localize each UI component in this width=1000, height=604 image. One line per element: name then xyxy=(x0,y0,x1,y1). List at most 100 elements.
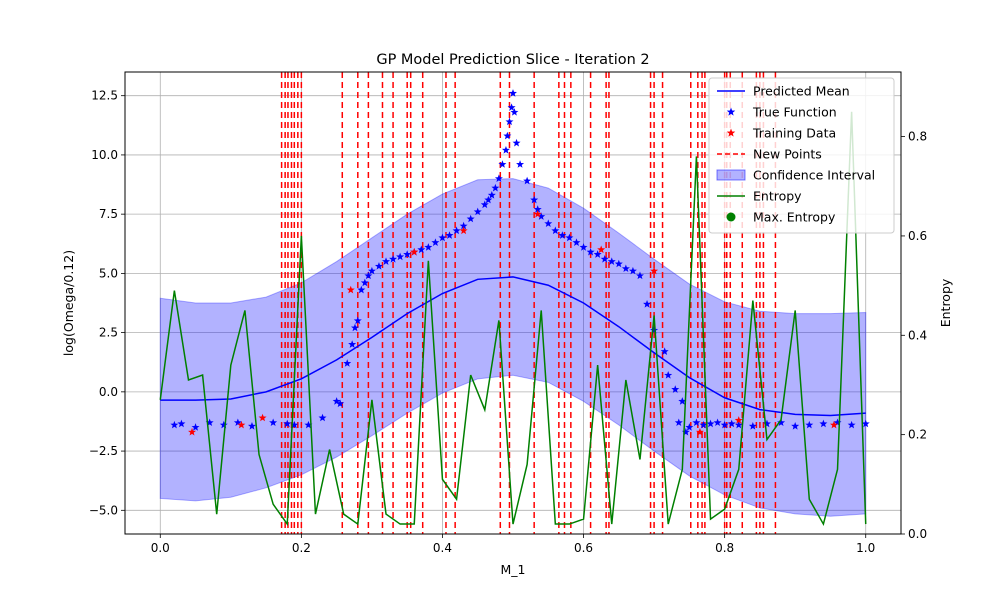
legend-label: Entropy xyxy=(753,189,802,204)
true-function-point xyxy=(533,205,542,213)
true-function-point xyxy=(586,247,595,256)
true-function-point xyxy=(819,419,828,428)
y2-tick-label: 0.8 xyxy=(908,130,927,144)
true-function-point xyxy=(501,145,510,154)
true-function-point xyxy=(396,252,405,261)
true-function-point xyxy=(177,419,186,428)
true-function-point xyxy=(692,418,701,427)
training-data-point xyxy=(410,247,419,256)
true-function-point xyxy=(544,219,553,228)
legend: Predicted Mean True Function Training Data… xyxy=(708,77,895,234)
y2-axis-ticks: 0.0 0.2 0.4 0.6 0.8 xyxy=(901,130,927,541)
true-function-point xyxy=(498,160,507,168)
predicted-mean-path xyxy=(160,276,866,417)
true-function-point xyxy=(791,422,800,430)
true-function-point xyxy=(466,214,475,223)
true-function-point xyxy=(628,266,637,275)
true-function-point xyxy=(509,89,517,97)
true-function-point xyxy=(530,195,539,204)
legend-label: New Points xyxy=(753,147,822,162)
true-function-point xyxy=(491,183,500,192)
true-function-point xyxy=(847,420,856,429)
true-function-point xyxy=(510,108,519,116)
true-function-point xyxy=(336,399,345,408)
true-function-point xyxy=(487,191,496,199)
x-tick-label: 0.4 xyxy=(433,541,452,555)
true-function-point xyxy=(512,138,521,147)
true-function-point xyxy=(374,262,383,270)
true-function-point xyxy=(438,233,447,242)
training-data-markers xyxy=(188,209,838,436)
true-function-point xyxy=(247,422,256,430)
true-function-point xyxy=(748,422,757,430)
true-function-point xyxy=(503,131,512,140)
true-function-markers xyxy=(170,89,870,436)
true-function-point xyxy=(660,347,669,355)
training-data-point xyxy=(734,416,743,424)
y-axis-label: log(Omega/0.12) xyxy=(61,250,76,356)
x-tick-label: 0.2 xyxy=(292,541,311,555)
true-function-point xyxy=(452,226,461,235)
training-data-point xyxy=(829,420,838,429)
true-function-point xyxy=(593,250,602,258)
legend-swatch-training xyxy=(726,128,736,137)
true-function-point xyxy=(431,238,440,246)
legend-label: True Function xyxy=(752,105,837,120)
predicted-mean-line xyxy=(160,276,866,417)
true-function-point xyxy=(507,103,516,111)
true-function-point xyxy=(762,419,771,428)
true-function-point xyxy=(614,259,623,268)
true-function-point xyxy=(861,419,870,428)
true-function-point xyxy=(678,397,687,405)
true-function-point xyxy=(671,385,680,393)
y2-tick-label: 0.4 xyxy=(908,328,927,342)
true-function-point xyxy=(290,420,299,429)
legend-label: Confidence Interval xyxy=(753,168,875,183)
true-function-point xyxy=(348,340,357,348)
true-function-point xyxy=(706,419,715,428)
true-function-point xyxy=(579,243,588,251)
true-function-point xyxy=(494,174,503,183)
y-tick-label: 0.0 xyxy=(99,385,118,399)
entropy-line xyxy=(159,111,867,527)
true-function-point xyxy=(445,231,454,239)
true-function-point xyxy=(607,257,616,265)
y-tick-label: 10.0 xyxy=(91,148,118,162)
training-data-point xyxy=(237,420,246,429)
training-data-point xyxy=(188,427,197,436)
y-tick-label: 7.5 xyxy=(99,207,118,221)
true-function-point xyxy=(720,420,729,429)
true-function-point xyxy=(551,226,560,235)
true-function-point xyxy=(170,420,179,429)
true-function-point xyxy=(417,245,426,254)
true-function-point xyxy=(364,271,373,280)
training-data-point xyxy=(597,245,606,254)
x-tick-label: 0.8 xyxy=(715,541,734,555)
true-function-point xyxy=(805,420,814,429)
true-function-point xyxy=(699,420,708,429)
y2-axis-label: Entropy xyxy=(938,278,953,327)
true-function-point xyxy=(572,238,581,246)
true-function-point xyxy=(269,418,278,427)
y2-tick-label: 0.0 xyxy=(908,527,927,541)
true-function-point xyxy=(777,418,786,427)
training-data-point xyxy=(346,285,355,294)
true-function-point xyxy=(304,420,313,429)
training-data-point xyxy=(258,413,267,422)
legend-box xyxy=(708,77,895,234)
true-function-point xyxy=(382,257,391,265)
legend-swatch-ci xyxy=(716,169,746,181)
y-tick-label: 5.0 xyxy=(99,266,118,280)
true-function-point xyxy=(685,423,694,431)
true-function-point xyxy=(565,233,574,242)
true-function-point xyxy=(516,160,525,168)
true-function-point xyxy=(537,212,546,220)
y-tick-label: −2.5 xyxy=(89,444,118,458)
true-function-point xyxy=(205,418,214,427)
x-axis-label: M_1 xyxy=(501,562,526,577)
legend-label: Max. Entropy xyxy=(753,210,836,225)
training-data-point xyxy=(533,209,542,218)
entropy-path xyxy=(159,111,867,527)
true-function-point xyxy=(643,299,652,308)
true-function-point xyxy=(473,207,482,216)
